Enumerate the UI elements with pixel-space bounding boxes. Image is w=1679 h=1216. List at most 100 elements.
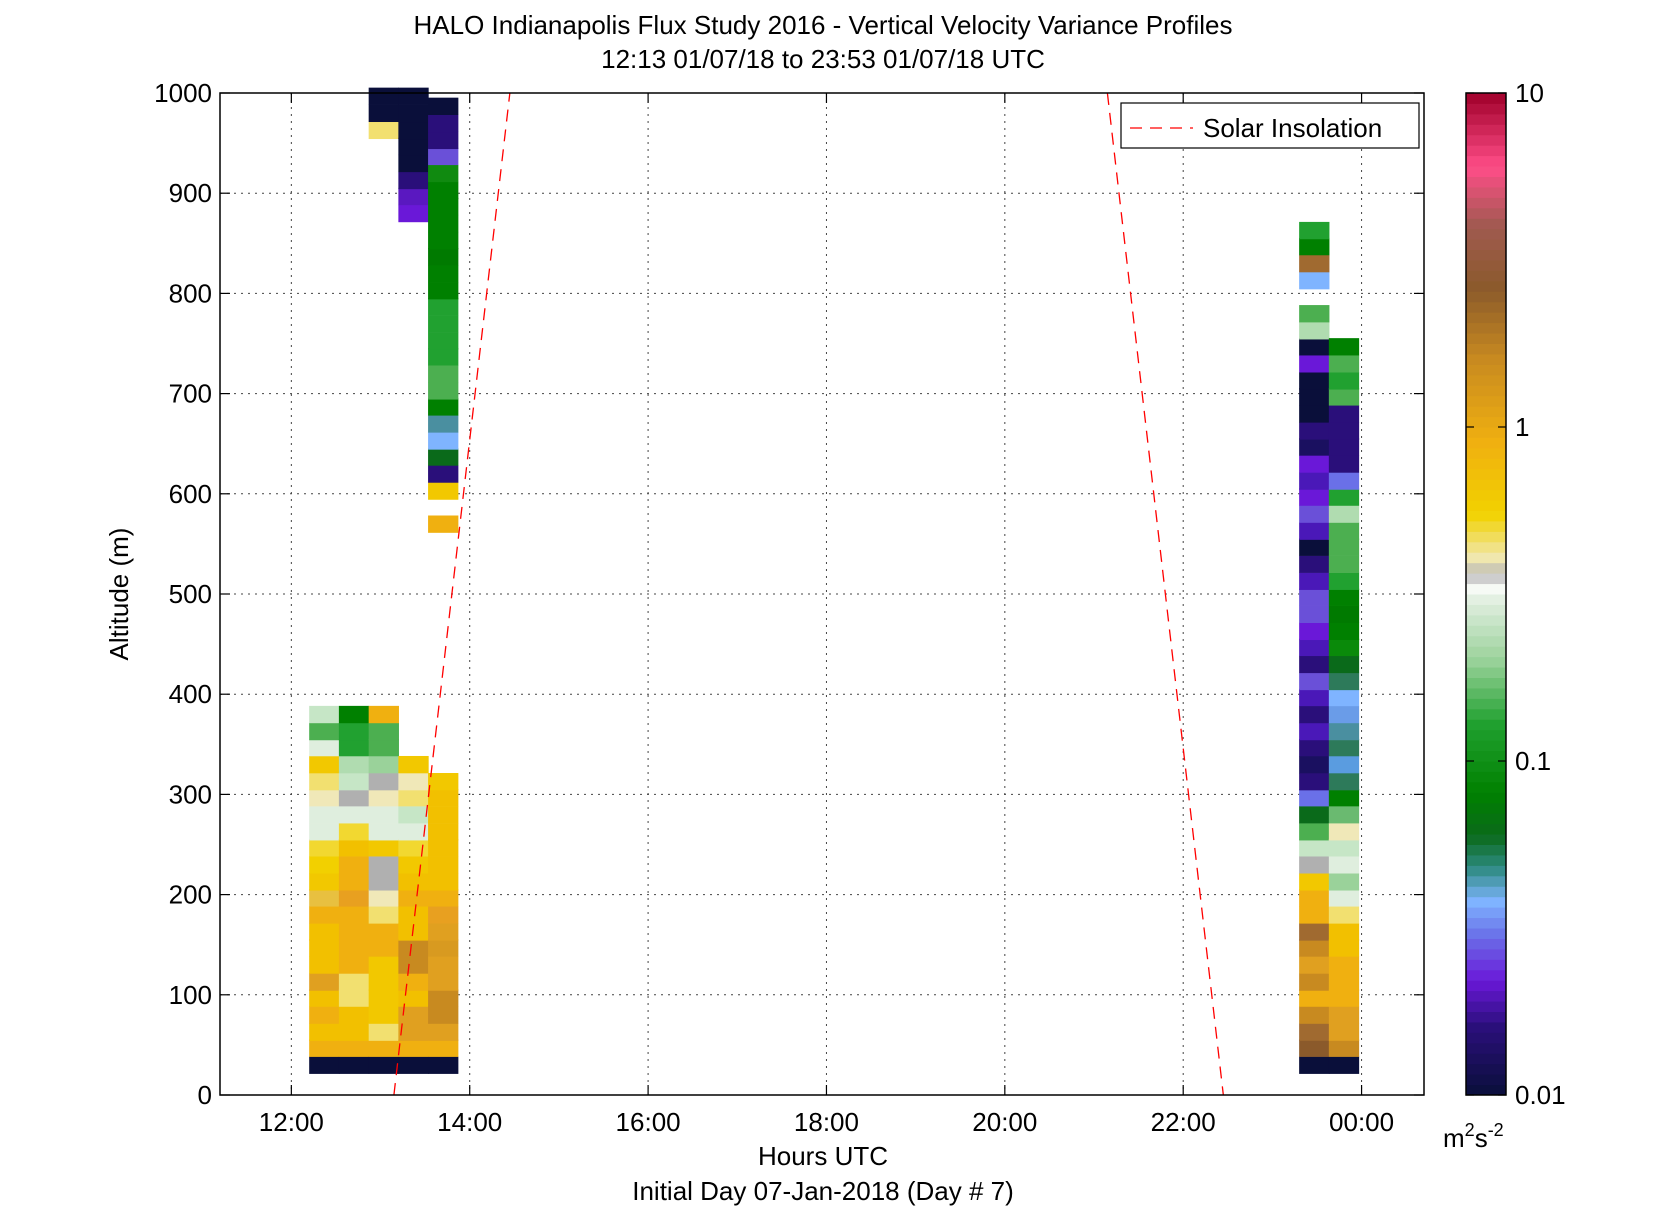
colorbar-segment-58 xyxy=(1466,479,1506,491)
colorbar-segment-14 xyxy=(1466,938,1506,950)
heatmap-cell-6-39 xyxy=(1328,405,1360,423)
heatmap-cell-3-9 xyxy=(398,906,429,924)
colorbar-unit-sup1: 2 xyxy=(1465,1120,1475,1140)
heatmap-cell-2-12 xyxy=(368,856,399,874)
colorbar-segment-56 xyxy=(1466,500,1506,511)
heatmap-cell-1-2 xyxy=(338,1023,370,1041)
heatmap-cell-2-24 xyxy=(368,87,399,105)
heatmap-cell-4-19 xyxy=(428,482,459,500)
heatmap-cell-5-7 xyxy=(1299,939,1330,957)
colorbar-segment-41 xyxy=(1466,656,1506,668)
grid xyxy=(220,93,1424,1095)
colorbar-segment-37 xyxy=(1466,698,1506,710)
heatmap-cell-4-16 xyxy=(428,789,459,807)
heatmap-cell-5-48 xyxy=(1299,237,1330,256)
heatmap-cell-6-30 xyxy=(1328,555,1360,573)
heatmap-cell-4-2 xyxy=(428,1023,459,1041)
heatmap-cell-6-18 xyxy=(1328,755,1360,774)
colorbar-segment-46 xyxy=(1466,604,1506,616)
colorbar-ticks: 0.01 0.1 1 10 xyxy=(1466,78,1566,1110)
heatmap-cell-0-10 xyxy=(309,889,340,907)
colorbar-segment-4 xyxy=(1466,1042,1506,1054)
heatmap-cell-1-21 xyxy=(338,705,370,724)
heatmap-cell-0-9 xyxy=(309,906,340,924)
colorbar-tick-label-3: 10 xyxy=(1515,78,1544,108)
colorbar-segment-29 xyxy=(1466,781,1506,793)
colorbar-segment-88 xyxy=(1466,166,1506,177)
heatmap-cell-1-9 xyxy=(338,906,370,924)
heatmap-cell-1-13 xyxy=(338,839,370,857)
heatmap-cell-6-4 xyxy=(1328,989,1360,1007)
colorbar-segment-12 xyxy=(1466,959,1506,971)
legend-label-solar-insolation: Solar Insolation xyxy=(1203,113,1382,143)
heatmap-cell-3-18 xyxy=(398,755,429,774)
heatmap-cell-1-7 xyxy=(338,939,370,957)
heatmap-cell-6-38 xyxy=(1328,422,1360,440)
heatmap-cell-2-5 xyxy=(368,973,399,991)
heatmap-cell-4-29 xyxy=(428,315,459,333)
heatmap-cell-6-19 xyxy=(1328,738,1360,757)
colorbar-segment-48 xyxy=(1466,583,1506,595)
heatmap-cell-1-15 xyxy=(338,806,370,824)
heatmap-cell-1-8 xyxy=(338,923,370,941)
colorbar-segment-80 xyxy=(1466,249,1506,261)
heatmap-cell-4-1 xyxy=(428,1039,459,1057)
heatmap-cell-4-25 xyxy=(428,382,459,400)
heatmap-cell-5-18 xyxy=(1299,755,1330,774)
heatmap-cell-2-2 xyxy=(368,1023,399,1041)
heatmap-cell-1-17 xyxy=(338,773,370,791)
heatmap-cell-5-6 xyxy=(1299,956,1330,974)
heatmap-cell-3-10 xyxy=(398,889,429,907)
y-tick-label-4: 400 xyxy=(169,679,212,709)
heatmap-cell-6-35 xyxy=(1328,472,1360,490)
heatmap-cell-5-35 xyxy=(1299,472,1330,490)
heatmap-cell-4-23 xyxy=(428,415,459,433)
colorbar-segment-61 xyxy=(1466,447,1506,459)
heatmap-cell-5-29 xyxy=(1299,572,1330,590)
colorbar-segment-81 xyxy=(1466,239,1506,251)
heatmap-cell-0-5 xyxy=(309,973,340,991)
heatmap-cell-4-3 xyxy=(428,1006,459,1024)
heatmap-cell-5-5 xyxy=(1299,973,1330,991)
heatmap-cell-3-16 xyxy=(398,789,429,807)
heatmap-cell-5-40 xyxy=(1299,388,1330,406)
heatmap-cell-5-23 xyxy=(1299,672,1330,691)
colorbar-segment-31 xyxy=(1466,761,1506,772)
heatmap-cell-5-4 xyxy=(1299,989,1330,1007)
heatmap-cell-5-45 xyxy=(1299,305,1330,323)
heatmap-cell-4-18 xyxy=(428,515,459,533)
colorbar-segment-85 xyxy=(1466,197,1506,209)
heatmap-cell-0-18 xyxy=(309,755,340,774)
y-tick-label-2: 200 xyxy=(169,880,212,910)
heatmap-cell-4-31 xyxy=(428,282,459,300)
heatmap-cell-3-14 xyxy=(398,823,429,841)
colorbar-segment-11 xyxy=(1466,969,1506,981)
colorbar-segment-38 xyxy=(1466,687,1506,699)
heatmap-cell-5-32 xyxy=(1299,522,1330,540)
heatmap-cell-3-0 xyxy=(398,1056,429,1074)
heatmap-cell-3-22 xyxy=(398,154,429,173)
heatmap-cell-6-9 xyxy=(1328,906,1360,924)
y-axis-ticks: 0 100 200 300 400 500 600 700 800 900 1000 xyxy=(154,78,1424,1110)
colorbar-tick-label-1: 0.1 xyxy=(1515,746,1551,776)
heatmap-cell-3-24 xyxy=(398,121,429,140)
colorbar-segment-23 xyxy=(1466,844,1506,856)
colorbar-segment-72 xyxy=(1466,333,1506,344)
heatmap-cell-5-3 xyxy=(1299,1006,1330,1024)
colorbar-segment-26 xyxy=(1466,813,1506,825)
heatmap-cell-5-25 xyxy=(1299,638,1330,657)
heatmap-cell-5-1 xyxy=(1299,1039,1330,1057)
heatmap-cell-2-14 xyxy=(368,823,399,841)
x-tick-label-6: 00:00 xyxy=(1329,1107,1394,1137)
heatmap-cell-5-28 xyxy=(1299,588,1330,606)
heatmap-cell-4-38 xyxy=(428,164,459,183)
heatmap-cell-5-12 xyxy=(1299,856,1330,874)
heatmap-cell-5-16 xyxy=(1299,789,1330,807)
heatmap-cell-4-42 xyxy=(428,97,459,115)
heatmap-cell-6-41 xyxy=(1328,372,1360,390)
colorbar-segment-43 xyxy=(1466,635,1506,647)
y-tick-label-10: 1000 xyxy=(154,78,212,108)
colorbar-segment-2 xyxy=(1466,1063,1506,1075)
heatmap-cell-3-26 xyxy=(398,87,429,105)
